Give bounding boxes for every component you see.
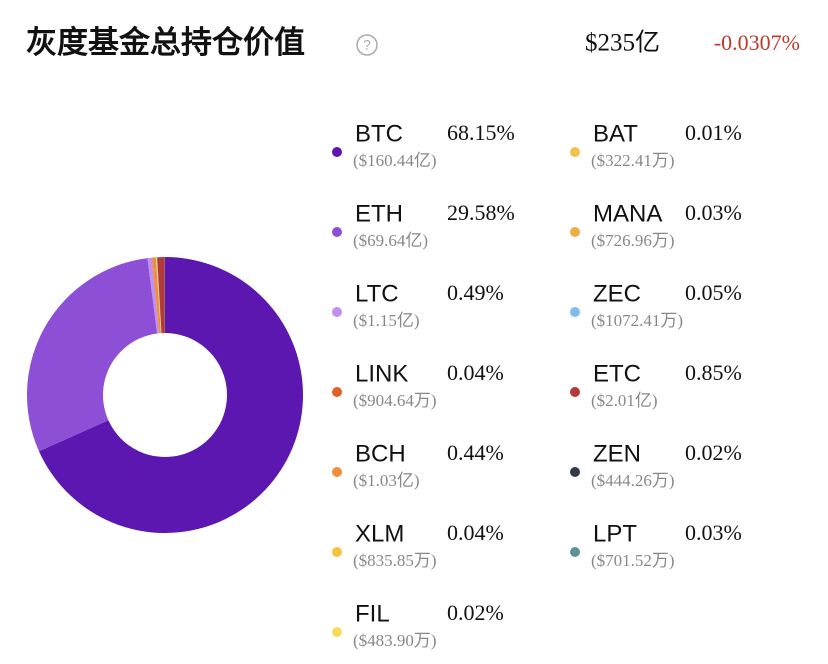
legend-percent: 68.15% <box>447 120 515 145</box>
legend-swatch <box>570 547 580 557</box>
legend-amount: ($2.01亿) <box>591 391 658 410</box>
legend-swatch <box>570 307 580 317</box>
legend-percent: 0.85% <box>685 360 742 385</box>
legend-swatch <box>332 547 342 557</box>
legend-amount: ($444.26万) <box>591 471 675 490</box>
legend-name: ETH <box>355 200 403 227</box>
legend-amount: ($322.41万) <box>591 151 675 170</box>
legend-name: LINK <box>355 360 408 387</box>
pie-slice <box>156 257 162 334</box>
legend-amount: ($1072.41万) <box>591 311 683 330</box>
legend-amount: ($1.03亿) <box>353 471 420 490</box>
pie-slice <box>155 257 162 334</box>
legend-name: ZEN <box>593 440 641 467</box>
legend-percent: 0.04% <box>447 520 504 545</box>
pie-slice <box>27 258 158 452</box>
legend-name: BAT <box>593 120 638 147</box>
legend-swatch <box>332 467 342 477</box>
legend-name: ETC <box>593 360 641 387</box>
legend-amount: ($726.96万) <box>591 231 675 250</box>
legend-amount: ($160.44亿) <box>353 151 437 170</box>
legend-percent: 0.02% <box>685 440 742 465</box>
pie-slice <box>156 257 162 334</box>
legend-swatch <box>570 467 580 477</box>
legend-swatch <box>332 627 342 637</box>
help-icon[interactable] <box>356 34 378 56</box>
legend-percent: 0.03% <box>685 200 742 225</box>
legend-percent: 0.05% <box>685 280 742 305</box>
legend-name: BCH <box>355 440 406 467</box>
title: 灰度基金总持仓价值 <box>26 25 305 60</box>
legend-amount: ($701.52万) <box>591 551 675 570</box>
pie-slice <box>38 257 303 534</box>
legend-percent: 0.03% <box>685 520 742 545</box>
legend-percent: 0.49% <box>447 280 504 305</box>
legend-swatch <box>570 227 580 237</box>
legend-amount: ($483.90万) <box>353 631 437 650</box>
legend-amount: ($69.64亿) <box>353 231 428 250</box>
legend-name: ZEC <box>593 280 641 307</box>
legend-amount: ($904.64万) <box>353 391 437 410</box>
legend-percent: 0.44% <box>447 440 504 465</box>
total: $235亿 <box>585 29 660 57</box>
legend-name: LPT <box>593 520 637 547</box>
help-icon-mark: ? <box>363 37 371 53</box>
legend-name: BTC <box>355 120 403 147</box>
legend-name: XLM <box>355 520 404 547</box>
legend-percent: 0.01% <box>685 120 742 145</box>
legend-swatch <box>570 387 580 397</box>
legend-percent: 29.58% <box>447 200 515 225</box>
legend-name: FIL <box>355 600 390 627</box>
pie-slice <box>147 257 160 334</box>
legend-swatch <box>332 387 342 397</box>
legend-name: MANA <box>593 200 662 227</box>
pie-slice <box>156 257 162 334</box>
pie-slice <box>151 257 160 334</box>
pie-slice <box>157 257 165 334</box>
change: -0.0307% <box>714 30 800 55</box>
legend-swatch <box>332 227 342 237</box>
legend-percent: 0.04% <box>447 360 504 385</box>
legend-swatch <box>332 147 342 157</box>
pie-slice <box>152 257 161 334</box>
pie-slice <box>156 257 162 334</box>
legend-amount: ($835.85万) <box>353 551 437 570</box>
legend-swatch <box>570 147 580 157</box>
legend-amount: ($1.15亿) <box>353 311 420 330</box>
legend-percent: 0.02% <box>447 600 504 625</box>
legend-name: LTC <box>355 280 399 307</box>
legend-swatch <box>332 307 342 317</box>
